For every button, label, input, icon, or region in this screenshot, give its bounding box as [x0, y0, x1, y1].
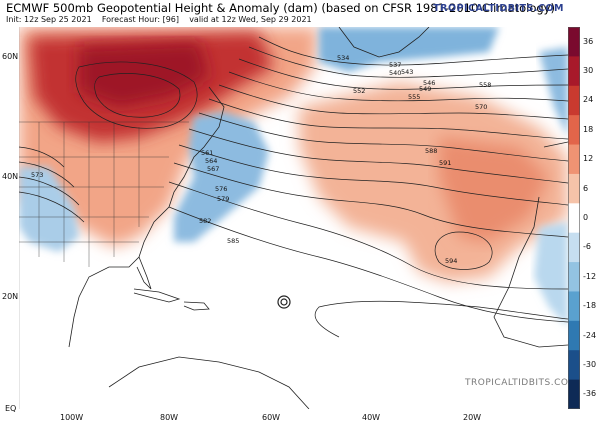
colorbar-segment — [568, 56, 580, 87]
iberia-coast — [543, 141, 568, 148]
colorbar-segment — [568, 203, 580, 234]
colorbar-segment — [568, 144, 580, 175]
forecast-hour: Forecast Hour: [96] — [101, 15, 180, 24]
header: ECMWF 500mb Geopotential Height & Anomal… — [0, 0, 600, 27]
watermark: TROPICALTIDBITS.COM — [465, 378, 577, 388]
brand-logo: TROPICALTIDBITS.COM — [433, 3, 564, 14]
contour-label: 582 — [199, 217, 211, 225]
contour-label: 549 — [419, 85, 431, 93]
anomaly-shading — [19, 27, 568, 327]
lat-label-20n: 20N — [2, 292, 19, 301]
colorbar-tick-label: -30 — [583, 359, 597, 369]
political-borders — [19, 121, 189, 267]
map-area: 534 537 540 543 546 549 552 555 558 561 … — [19, 27, 568, 409]
colorbar-tick-label: -12 — [583, 271, 597, 281]
contour-label: 591 — [439, 159, 451, 167]
negative-anomaly-trough — [174, 112, 269, 242]
colorbar-tick-label: 24 — [583, 95, 594, 105]
contour-label: 564 — [205, 157, 217, 165]
contour-label: 543 — [401, 68, 413, 76]
hispaniola-coast — [183, 301, 210, 311]
colorbar-tick-label: -18 — [583, 301, 597, 311]
colorbar-segment — [568, 27, 580, 57]
africa-coast — [493, 196, 568, 348]
map-title: ECMWF 500mb Geopotential Height & Anomal… — [6, 1, 555, 15]
map-subtitle: Init: 12z Sep 25 2021 Forecast Hour: [96… — [6, 15, 312, 24]
colorbar-tick-label: -24 — [583, 330, 597, 340]
colorbar-tick-label: 30 — [583, 66, 594, 76]
florida-coast — [136, 256, 152, 290]
colorbar-segment — [568, 85, 580, 116]
positive-anomaly-atlantic-core — [439, 137, 549, 242]
contour-label: 567 — [207, 165, 219, 173]
contour-label: 558 — [479, 81, 491, 89]
contour-label: 540 — [389, 69, 401, 77]
lon-label-80w: 80W — [160, 413, 179, 422]
contour-label: 555 — [408, 93, 420, 101]
colorbar-segment — [568, 115, 580, 146]
lon-label-60w: 60W — [262, 413, 281, 422]
contour-label: 588 — [425, 147, 437, 155]
colorbar — [568, 27, 580, 409]
contour-label: 570 — [475, 103, 487, 111]
lon-label-20w: 20W — [463, 413, 482, 422]
contour-label: 585 — [227, 237, 239, 245]
colorbar-tick-label: -36 — [583, 389, 597, 399]
contour-label: 546 — [423, 79, 435, 87]
colorbar-segment — [568, 350, 580, 381]
contour-label: 561 — [201, 149, 213, 157]
coastlines — [68, 27, 568, 409]
contour-label: 576 — [215, 185, 227, 193]
contour-label: 537 — [389, 61, 401, 69]
colorbar-tick-label: 12 — [583, 154, 594, 164]
colorbar-segment — [568, 232, 580, 263]
colorbar-tick-label: -6 — [583, 242, 591, 252]
height-contours — [19, 36, 568, 338]
colorbar-segment — [568, 262, 580, 292]
contour-label: 573 — [31, 171, 43, 179]
contour-label: 594 — [445, 257, 457, 265]
colorbar-tick-label: 6 — [583, 183, 589, 193]
lat-label-eq: EQ — [5, 404, 17, 413]
lon-label-40w: 40W — [362, 413, 381, 422]
colorbar-outline — [568, 27, 580, 409]
map-canvas: 534 537 540 543 546 549 552 555 558 561 … — [19, 27, 568, 409]
north-america-coast — [68, 86, 225, 348]
negative-anomaly-north — [319, 27, 499, 72]
lat-label-40n: 40N — [2, 172, 19, 181]
contour-label: 534 — [337, 54, 349, 62]
contour-labels: 534 537 540 543 546 549 552 555 558 561 … — [31, 54, 491, 265]
cuba-coast — [133, 288, 181, 303]
greenland-coast — [338, 27, 430, 58]
lat-label-60n: 60N — [2, 52, 19, 61]
colorbar-tick-label: 0 — [583, 213, 589, 222]
contour-label: 579 — [217, 195, 229, 203]
colorbar-tick-label: 18 — [583, 124, 594, 134]
valid-time: valid at 12z Wed, Sep 29 2021 — [189, 15, 312, 24]
colorbar-segment — [568, 320, 580, 351]
contour-label: 552 — [353, 87, 365, 95]
negative-anomaly-east — [539, 47, 568, 137]
colorbar-segment — [568, 291, 580, 322]
colorbar-tick-label: 36 — [583, 36, 594, 46]
south-america-coast — [108, 356, 310, 409]
colorbar-segment — [568, 379, 580, 409]
negative-anomaly-africa — [534, 222, 568, 327]
init-time: Init: 12z Sep 25 2021 — [6, 15, 92, 24]
colorbar-segment — [568, 173, 580, 204]
lon-label-100w: 100W — [60, 413, 84, 422]
